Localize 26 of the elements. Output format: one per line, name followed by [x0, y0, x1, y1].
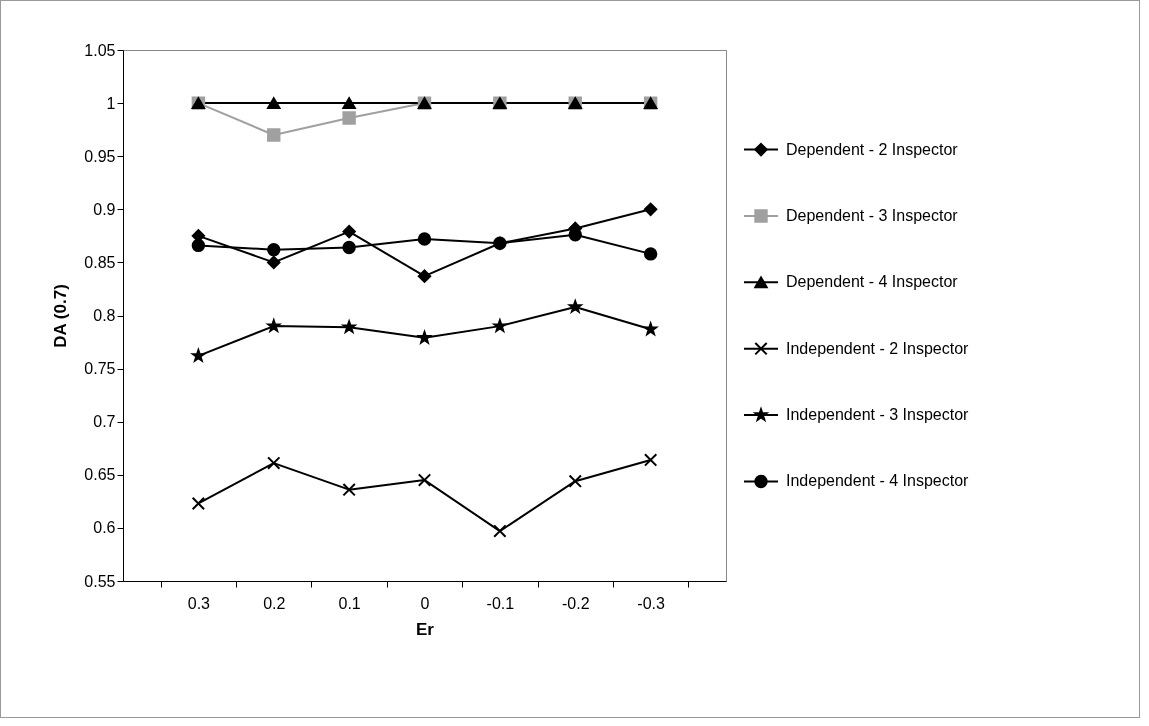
x-tick-label: 0.3	[187, 594, 211, 612]
x-tick-label: -0.2	[561, 594, 590, 612]
legend-label: Dependent - 2 Inspector	[786, 140, 959, 158]
legend-label: Dependent - 3 Inspector	[786, 206, 959, 224]
y-tick-label: 0.65	[84, 466, 116, 484]
y-tick-label: 0.8	[93, 307, 116, 324]
y-axis-title: DA (0.7)	[51, 284, 71, 348]
x-tick-label: 0.2	[263, 594, 286, 612]
y-tick-label: 0.75	[84, 360, 116, 378]
y-tick-label: 1.05	[84, 41, 116, 59]
y-tick-label: 0.55	[84, 572, 116, 590]
y-tick-label: 0.7	[93, 413, 116, 431]
x-tick-label: -0.1	[486, 594, 515, 612]
x-tick-label: -0.3	[637, 594, 666, 612]
y-tick-label: 0.85	[84, 253, 116, 271]
legend-label: Dependent - 4 Inspector	[786, 273, 959, 291]
x-axis-title: Er	[416, 619, 435, 639]
y-tick-label: 1	[106, 94, 116, 112]
legend-label: Independent - 3 Inspector	[786, 406, 970, 424]
x-tick-label: 0	[420, 594, 430, 612]
legend-label: Independent - 2 Inspector	[786, 339, 970, 357]
y-tick-label: 0.6	[93, 519, 116, 537]
x-tick-label: 0.1	[338, 594, 361, 612]
y-tick-label: 0.9	[93, 200, 116, 218]
y-tick-label: 0.95	[84, 147, 116, 165]
legend-label: Independent - 4 Inspector	[786, 472, 970, 490]
